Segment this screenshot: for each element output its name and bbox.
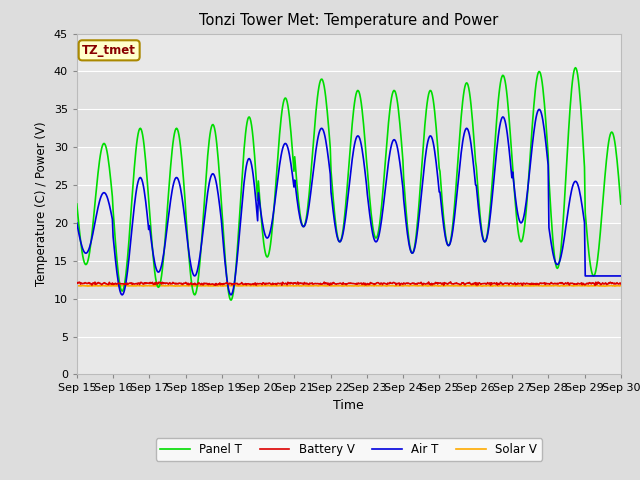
Battery V: [73, 279, 81, 285]
Air T: [431, 154, 439, 160]
Solar V: [601, 283, 609, 289]
Panel T: [223, 273, 230, 278]
Line: Solar V: Solar V: [77, 285, 621, 286]
Battery V: [617, 281, 625, 287]
Bar: [77, 223, 621, 299]
Panel T: [227, 297, 235, 303]
Title: Tonzi Tower Met: Temperature and Power: Tonzi Tower Met: Temperature and Power: [199, 13, 499, 28]
Panel T: [572, 65, 579, 71]
Solar V: [223, 283, 230, 288]
Solar V: [326, 282, 333, 288]
Battery V: [518, 283, 526, 288]
Air T: [416, 210, 424, 216]
Battery V: [223, 280, 230, 286]
Solar V: [431, 283, 439, 288]
Panel T: [83, 261, 90, 267]
Panel T: [194, 279, 202, 285]
Legend: Panel T, Battery V, Air T, Solar V: Panel T, Battery V, Air T, Solar V: [156, 438, 542, 461]
Solar V: [617, 283, 625, 288]
Air T: [617, 273, 625, 279]
Solar V: [194, 283, 202, 288]
Panel T: [416, 194, 424, 200]
Air T: [535, 107, 543, 112]
Solar V: [73, 283, 81, 289]
Solar V: [139, 283, 147, 288]
Line: Air T: Air T: [77, 109, 621, 295]
Panel T: [431, 117, 439, 122]
Battery V: [194, 281, 202, 287]
Air T: [73, 220, 81, 226]
Air T: [83, 250, 90, 256]
Y-axis label: Temperature (C) / Power (V): Temperature (C) / Power (V): [35, 122, 48, 286]
Air T: [195, 262, 202, 267]
Solar V: [83, 283, 90, 289]
Battery V: [415, 280, 422, 286]
Battery V: [83, 281, 90, 287]
Air T: [118, 292, 126, 298]
Text: TZ_tmet: TZ_tmet: [82, 44, 136, 57]
Battery V: [447, 279, 454, 285]
Battery V: [139, 281, 147, 287]
Line: Panel T: Panel T: [77, 68, 621, 300]
Panel T: [617, 201, 625, 207]
Air T: [140, 183, 147, 189]
Panel T: [139, 132, 147, 138]
Panel T: [73, 201, 81, 207]
X-axis label: Time: Time: [333, 399, 364, 412]
Battery V: [431, 281, 438, 287]
Solar V: [416, 283, 424, 288]
Bar: [77, 72, 621, 147]
Air T: [223, 279, 231, 285]
Line: Battery V: Battery V: [77, 282, 621, 286]
